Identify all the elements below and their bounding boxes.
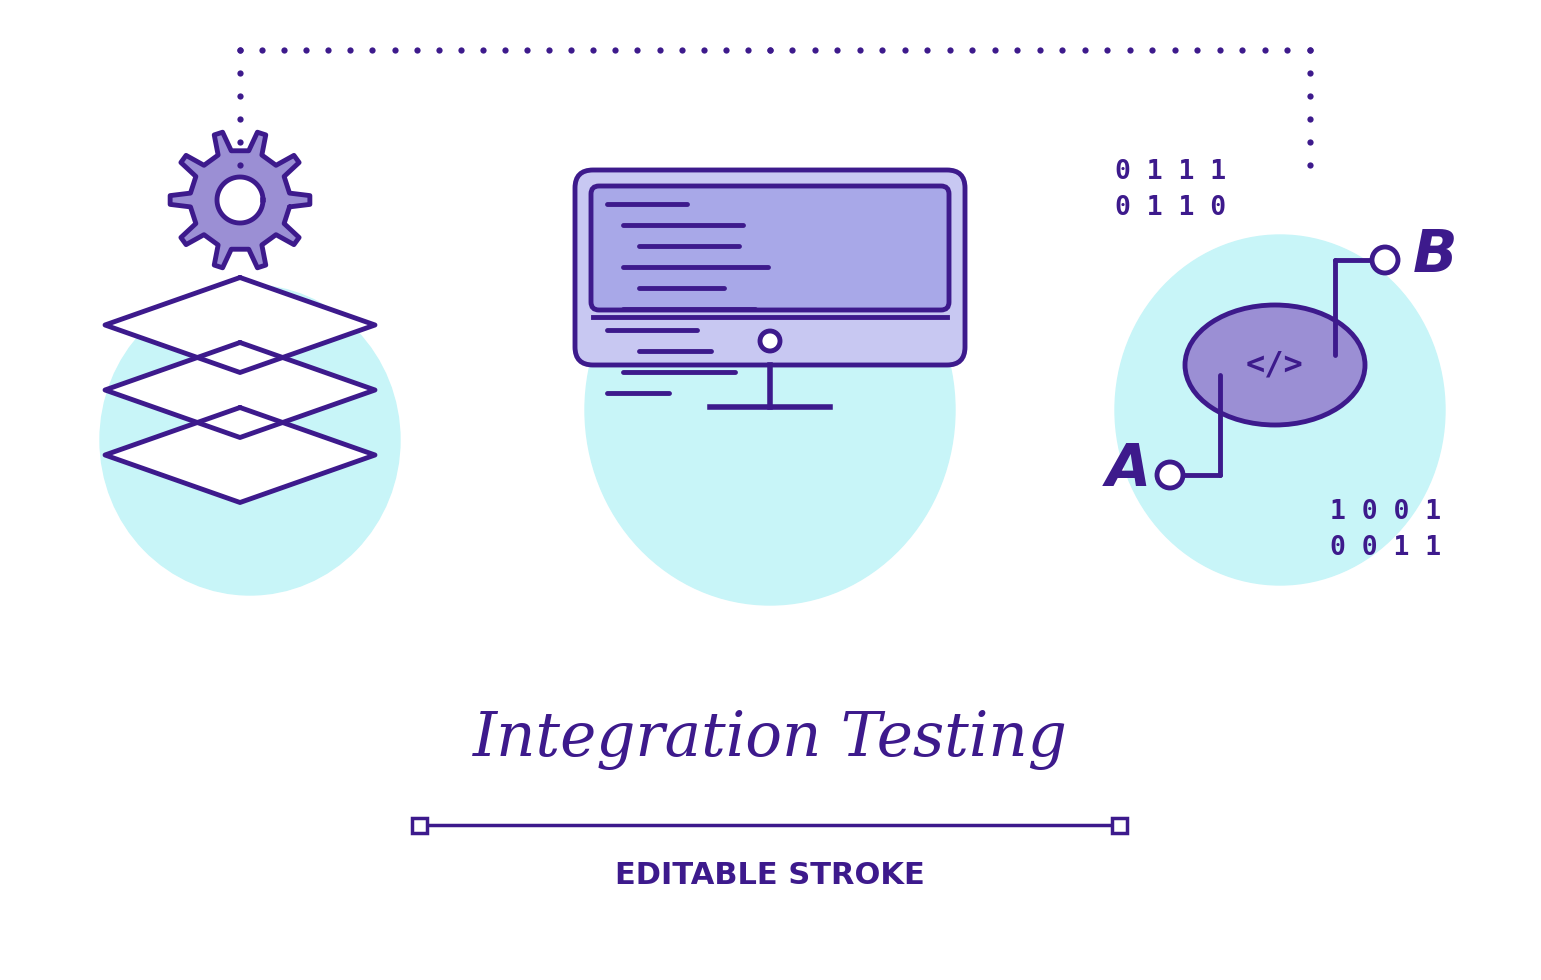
Bar: [1113, 817, 1128, 832]
FancyBboxPatch shape: [575, 170, 965, 365]
Text: A: A: [1105, 442, 1151, 499]
Ellipse shape: [1116, 235, 1445, 585]
Ellipse shape: [1185, 305, 1365, 425]
Bar: [413, 817, 427, 832]
Ellipse shape: [586, 215, 955, 605]
Polygon shape: [217, 177, 264, 223]
Circle shape: [1157, 462, 1183, 488]
Circle shape: [1371, 247, 1398, 273]
Text: 0 1 1 1
0 1 1 0: 0 1 1 1 0 1 1 0: [1116, 159, 1227, 221]
Circle shape: [760, 331, 780, 351]
Polygon shape: [105, 277, 374, 372]
Polygon shape: [105, 342, 374, 437]
Polygon shape: [170, 132, 310, 268]
Polygon shape: [105, 408, 374, 503]
FancyBboxPatch shape: [592, 186, 949, 310]
Text: EDITABLE STROKE: EDITABLE STROKE: [615, 860, 925, 890]
Ellipse shape: [100, 285, 401, 595]
Text: </>: </>: [1247, 350, 1304, 380]
Text: B: B: [1413, 226, 1458, 283]
Text: 1 0 0 1
0 0 1 1: 1 0 0 1 0 0 1 1: [1330, 499, 1441, 561]
Text: Integration Testing: Integration Testing: [473, 710, 1068, 770]
